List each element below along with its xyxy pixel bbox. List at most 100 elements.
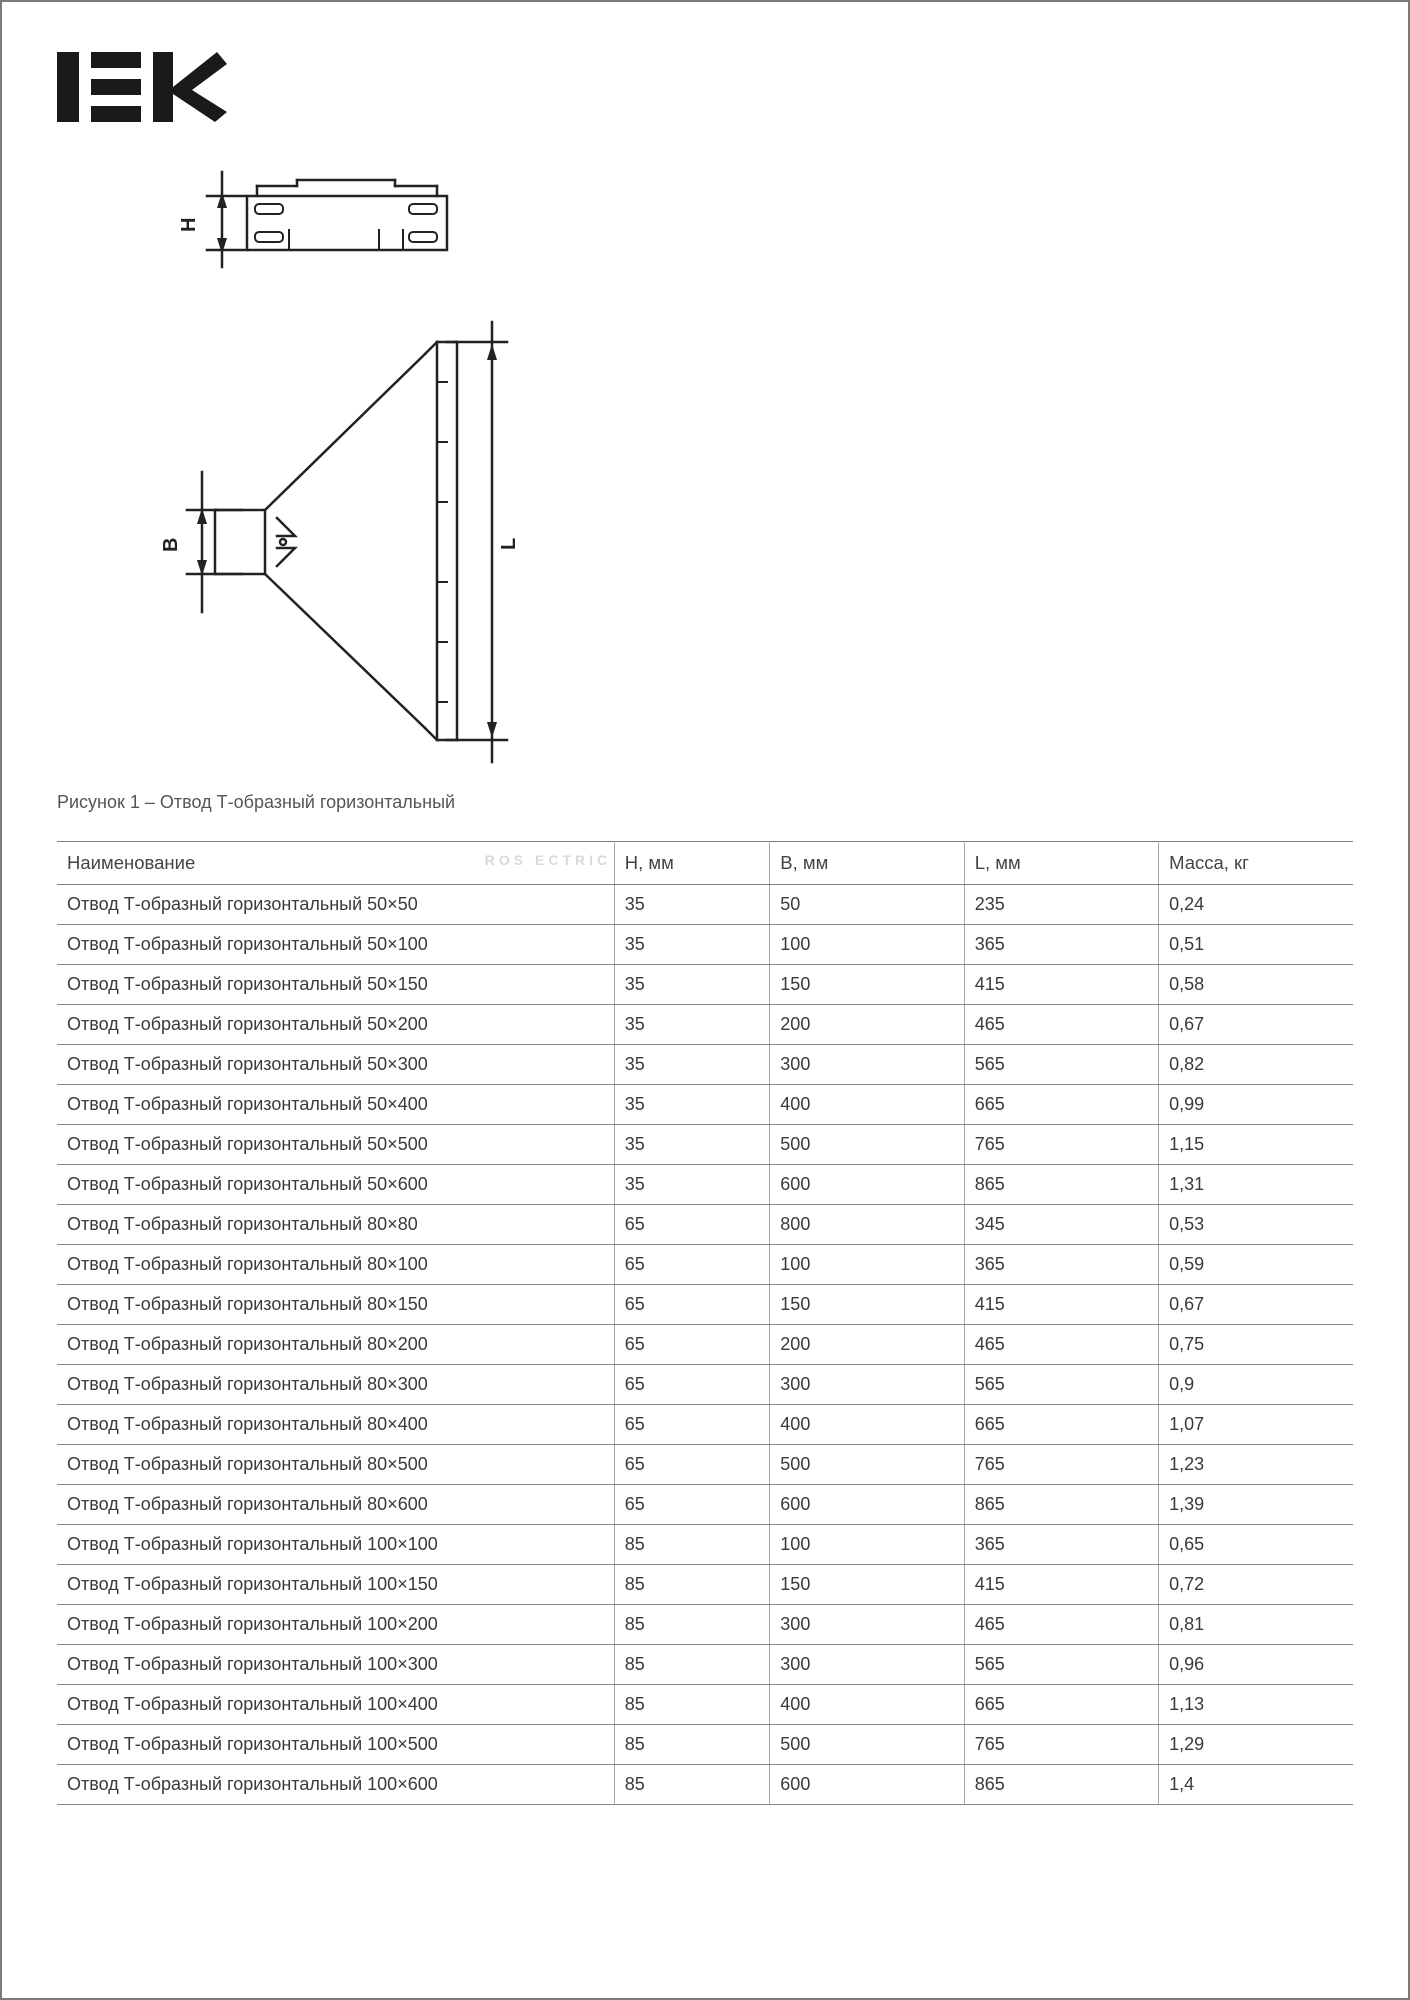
table-cell: 800 (770, 1205, 964, 1245)
table-cell: 0,58 (1159, 965, 1353, 1005)
table-row: Отвод Т-образный горизонтальный 80×30065… (57, 1365, 1353, 1405)
table-cell: 235 (964, 885, 1158, 925)
table-row: Отвод Т-образный горизонтальный 100×5008… (57, 1725, 1353, 1765)
table-cell: 865 (964, 1485, 1158, 1525)
page-root: H (0, 0, 1410, 2000)
table-cell: 85 (614, 1765, 770, 1805)
table-row: Отвод Т-образный горизонтальный 50×40035… (57, 1085, 1353, 1125)
table-cell: 565 (964, 1365, 1158, 1405)
table-cell: 500 (770, 1445, 964, 1485)
table-cell: 1,4 (1159, 1765, 1353, 1805)
table-cell: Отвод Т-образный горизонтальный 100×200 (57, 1605, 614, 1645)
table-cell: 100 (770, 925, 964, 965)
table-cell: 0,99 (1159, 1085, 1353, 1125)
table-cell: 1,07 (1159, 1405, 1353, 1445)
table-cell: 0,53 (1159, 1205, 1353, 1245)
table-row: Отвод Т-образный горизонтальный 50×30035… (57, 1045, 1353, 1085)
spec-table: НаименованиеROS ECTRIC Н, ммВ, ммL, ммМа… (57, 841, 1353, 1805)
table-row: Отвод Т-образный горизонтальный 100×2008… (57, 1605, 1353, 1645)
table-cell: 35 (614, 1125, 770, 1165)
table-cell: Отвод Т-образный горизонтальный 100×500 (57, 1725, 614, 1765)
table-cell: 765 (964, 1725, 1158, 1765)
table-cell: 65 (614, 1285, 770, 1325)
table-cell: 35 (614, 1005, 770, 1045)
table-cell: Отвод Т-образный горизонтальный 80×500 (57, 1445, 614, 1485)
table-cell: 35 (614, 925, 770, 965)
table-cell: 150 (770, 1285, 964, 1325)
table-cell: 865 (964, 1765, 1158, 1805)
table-cell: Отвод Т-образный горизонтальный 80×80 (57, 1205, 614, 1245)
table-cell: 65 (614, 1485, 770, 1525)
table-cell: 65 (614, 1325, 770, 1365)
table-cell: 465 (964, 1605, 1158, 1645)
col-header: В, мм (770, 842, 964, 885)
table-row: Отвод Т-образный горизонтальный 80×20065… (57, 1325, 1353, 1365)
table-row: Отвод Т-образный горизонтальный 50×50035… (57, 1125, 1353, 1165)
table-cell: 865 (964, 1165, 1158, 1205)
table-cell: 1,15 (1159, 1125, 1353, 1165)
table-cell: 0,24 (1159, 885, 1353, 925)
table-cell: Отвод Т-образный горизонтальный 100×400 (57, 1685, 614, 1725)
table-cell: 400 (770, 1405, 964, 1445)
table-cell: 665 (964, 1405, 1158, 1445)
table-cell: 665 (964, 1085, 1158, 1125)
label-B: B (160, 538, 182, 552)
table-cell: 565 (964, 1045, 1158, 1085)
table-cell: 1,29 (1159, 1725, 1353, 1765)
table-row: Отвод Т-образный горизонтальный 50×60035… (57, 1165, 1353, 1205)
table-cell: Отвод Т-образный горизонтальный 100×600 (57, 1765, 614, 1805)
table-cell: 0,96 (1159, 1645, 1353, 1685)
table-cell: 600 (770, 1165, 964, 1205)
table-cell: 50 (770, 885, 964, 925)
table-cell: 100 (770, 1525, 964, 1565)
table-cell: 85 (614, 1645, 770, 1685)
table-cell: 85 (614, 1525, 770, 1565)
table-cell: 765 (964, 1125, 1158, 1165)
table-cell: 365 (964, 1245, 1158, 1285)
table-cell: 150 (770, 1565, 964, 1605)
table-cell: 100 (770, 1245, 964, 1285)
table-row: Отвод Т-образный горизонтальный 50×50355… (57, 885, 1353, 925)
table-cell: Отвод Т-образный горизонтальный 50×400 (57, 1085, 614, 1125)
table-cell: 0,75 (1159, 1325, 1353, 1365)
table-body: Отвод Т-образный горизонтальный 50×50355… (57, 885, 1353, 1805)
table-cell: 665 (964, 1685, 1158, 1725)
table-cell: Отвод Т-образный горизонтальный 50×500 (57, 1125, 614, 1165)
table-cell: 85 (614, 1725, 770, 1765)
table-cell: 65 (614, 1405, 770, 1445)
table-cell: 300 (770, 1605, 964, 1645)
table-row: Отвод Т-образный горизонтальный 80×50065… (57, 1445, 1353, 1485)
table-cell: 0,59 (1159, 1245, 1353, 1285)
table-row: Отвод Т-образный горизонтальный 50×10035… (57, 925, 1353, 965)
label-H: H (178, 218, 200, 232)
table-row: Отвод Т-образный горизонтальный 100×6008… (57, 1765, 1353, 1805)
table-cell: 200 (770, 1325, 964, 1365)
table-cell: 300 (770, 1645, 964, 1685)
table-cell: 415 (964, 1565, 1158, 1605)
table-cell: 65 (614, 1205, 770, 1245)
table-cell: 500 (770, 1125, 964, 1165)
table-cell: Отвод Т-образный горизонтальный 80×200 (57, 1325, 614, 1365)
table-cell: 1,39 (1159, 1485, 1353, 1525)
table-row: Отвод Т-образный горизонтальный 50×15035… (57, 965, 1353, 1005)
table-cell: Отвод Т-образный горизонтальный 100×300 (57, 1645, 614, 1685)
table-cell: 35 (614, 1165, 770, 1205)
table-cell: 300 (770, 1365, 964, 1405)
table-cell: 465 (964, 1325, 1158, 1365)
iek-logo (57, 52, 1353, 122)
table-cell: Отвод Т-образный горизонтальный 100×150 (57, 1565, 614, 1605)
table-cell: 400 (770, 1685, 964, 1725)
col-header: Масса, кг (1159, 842, 1353, 885)
table-cell: 300 (770, 1045, 964, 1085)
table-row: Отвод Т-образный горизонтальный 100×4008… (57, 1685, 1353, 1725)
table-cell: 200 (770, 1005, 964, 1045)
table-cell: Отвод Т-образный горизонтальный 50×50 (57, 885, 614, 925)
table-row: Отвод Т-образный горизонтальный 80×40065… (57, 1405, 1353, 1445)
table-cell: Отвод Т-образный горизонтальный 50×300 (57, 1045, 614, 1085)
table-row: Отвод Т-образный горизонтальный 100×1008… (57, 1525, 1353, 1565)
table-cell: 500 (770, 1725, 964, 1765)
table-cell: Отвод Т-образный горизонтальный 80×300 (57, 1365, 614, 1405)
table-cell: Отвод Т-образный горизонтальный 50×100 (57, 925, 614, 965)
table-cell: 0,51 (1159, 925, 1353, 965)
technical-figure: H (147, 162, 1353, 782)
